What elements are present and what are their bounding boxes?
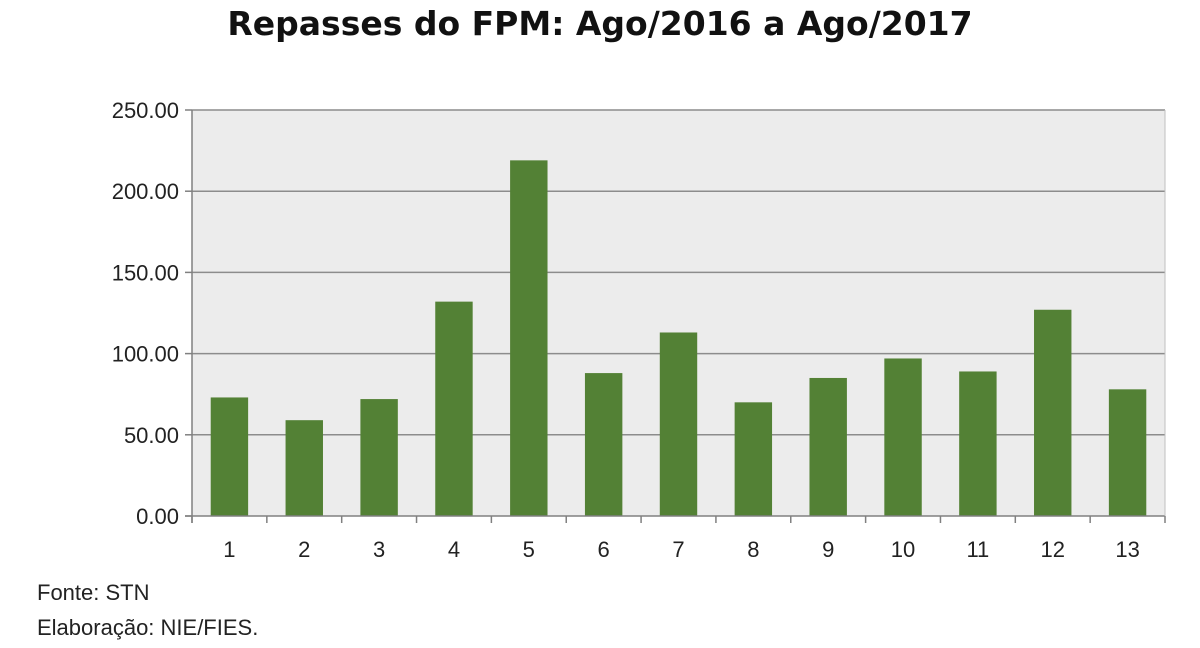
bar-6 bbox=[584, 373, 623, 516]
bar-5 bbox=[510, 160, 548, 516]
x-axis-ticks: 1 2 3 4 5 6 7 8 9 10 11 12 13 bbox=[223, 537, 1140, 562]
y-tick-label: 200.00 bbox=[112, 179, 179, 204]
axes bbox=[185, 109, 1166, 523]
y-tick-label: 150.00 bbox=[112, 260, 179, 285]
x-tick-label: 2 bbox=[298, 537, 310, 562]
bars bbox=[210, 160, 1147, 516]
x-tick-label: 13 bbox=[1115, 537, 1139, 562]
bar-10 bbox=[884, 358, 922, 516]
source-note: Fonte: STN bbox=[37, 580, 150, 605]
x-tick-label: 6 bbox=[598, 537, 610, 562]
bar-9 bbox=[809, 377, 847, 516]
x-tick-label: 7 bbox=[672, 537, 684, 562]
x-tick-label: 5 bbox=[523, 537, 535, 562]
bar-4 bbox=[435, 301, 473, 516]
x-tick-label: 9 bbox=[822, 537, 834, 562]
bar-13 bbox=[1108, 389, 1147, 516]
y-tick-label: 0.00 bbox=[136, 504, 179, 529]
bar-7 bbox=[659, 332, 698, 516]
bar-1 bbox=[210, 397, 249, 516]
y-tick-label: 250.00 bbox=[112, 98, 179, 123]
y-tick-label: 50.00 bbox=[124, 423, 179, 448]
bar-12 bbox=[1034, 309, 1072, 516]
x-tick-label: 4 bbox=[448, 537, 460, 562]
bar-11 bbox=[959, 371, 997, 516]
x-tick-label: 12 bbox=[1040, 537, 1064, 562]
x-tick-label: 1 bbox=[223, 537, 235, 562]
x-tick-label: 3 bbox=[373, 537, 385, 562]
credit-note: Elaboração: NIE/FIES. bbox=[37, 615, 259, 640]
bar-3 bbox=[360, 399, 398, 516]
bar-2 bbox=[285, 420, 323, 516]
bar-8 bbox=[734, 402, 773, 516]
x-tick-label: 8 bbox=[747, 537, 759, 562]
y-axis-ticks: 0.00 50.00 100.00 150.00 200.00 250.00 bbox=[112, 98, 179, 529]
y-tick-label: 100.00 bbox=[112, 342, 179, 367]
x-tick-label: 11 bbox=[966, 537, 989, 562]
x-tick-label: 10 bbox=[891, 537, 915, 562]
chart-title: Repasses do FPM: Ago/2016 a Ago/2017 bbox=[227, 4, 973, 43]
